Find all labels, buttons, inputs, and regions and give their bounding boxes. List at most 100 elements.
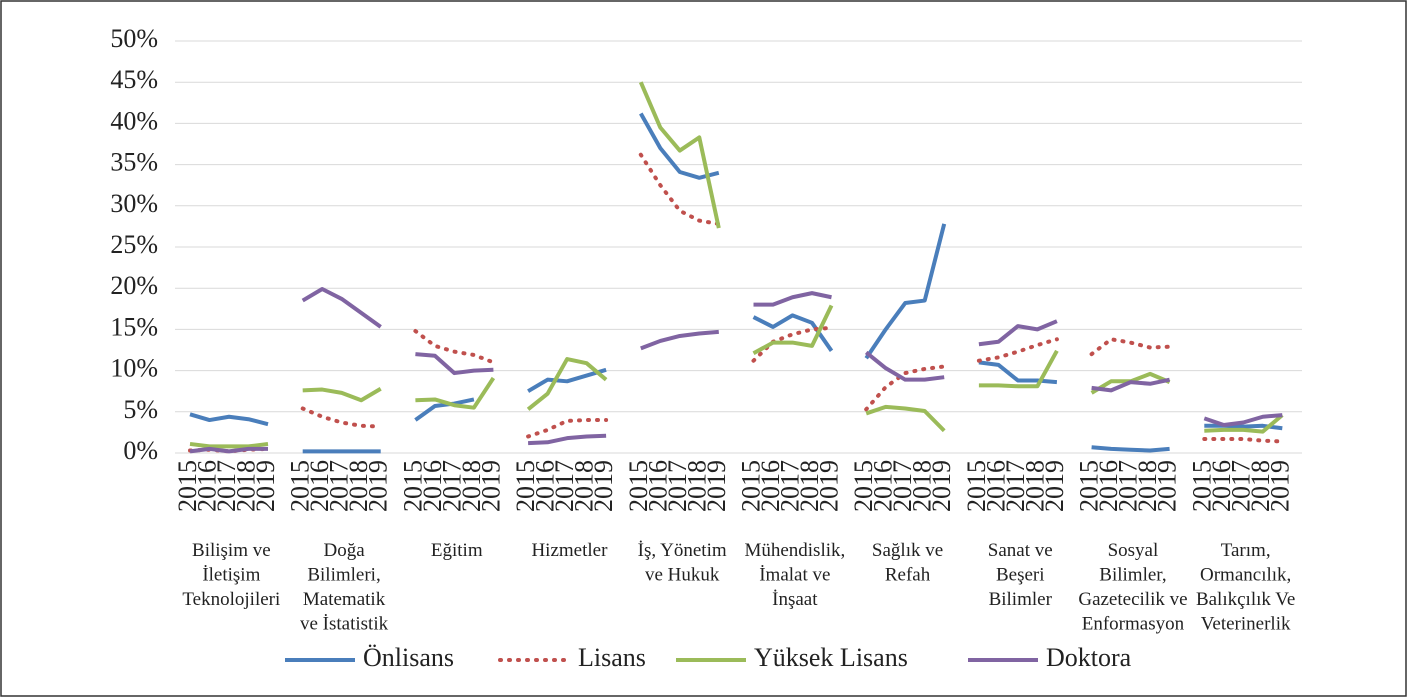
x-tick-label: 2017 [663, 460, 692, 512]
series-line [1204, 413, 1284, 434]
legend-label: Lisans [578, 643, 646, 672]
group-label: Tarım, [1221, 540, 1271, 561]
group-label: Bilişim ve [192, 540, 271, 561]
series-line [415, 352, 494, 376]
x-tick-label: 2016 [756, 460, 785, 512]
x-tick-label: 2016 [1207, 460, 1236, 512]
x-tick-label: 2017 [1114, 460, 1143, 512]
x-tick-label: 2017 [550, 460, 579, 512]
series-line [640, 329, 719, 351]
group-label: Matematik [303, 589, 386, 610]
legend-label: Doktora [1046, 643, 1132, 672]
y-tick-label: 10% [110, 354, 158, 383]
group-label: Bilimleri, [307, 565, 380, 586]
series-line [1089, 337, 1172, 357]
legend-label: Yüksek Lisans [754, 643, 908, 672]
series-line [753, 291, 832, 307]
group-label: ve İstatistik [300, 614, 389, 635]
x-tick-label: 2016 [869, 460, 898, 512]
series-line [864, 223, 947, 360]
group-label: İş, Yönetim [638, 540, 727, 561]
x-tick-label: 2018 [1133, 460, 1162, 512]
group-label: İnşaat [772, 589, 818, 610]
y-tick-label: 50% [110, 24, 158, 53]
series-line [415, 376, 496, 410]
y-tick-label: 5% [123, 395, 158, 424]
x-tick-label: 2019 [364, 460, 393, 512]
x-tick-label: 2016 [418, 460, 447, 512]
x-tick-label: 2015 [511, 460, 540, 512]
group-label: Gazetecilik ve [1078, 589, 1187, 610]
series-line [864, 350, 945, 382]
group-label: Bilimler, [1099, 565, 1166, 586]
series-line [413, 329, 496, 365]
x-tick-label: 2017 [437, 460, 466, 512]
x-tick-label: 2019 [251, 460, 280, 512]
series-line [1203, 413, 1283, 427]
y-tick-label: 20% [110, 271, 158, 300]
group-label: Teknolojileri [182, 589, 280, 610]
group-label: Ormancılık, [1200, 565, 1291, 586]
x-tick-label: 2018 [682, 460, 711, 512]
series-line [1091, 377, 1171, 393]
x-tick-label: 2016 [192, 460, 221, 512]
x-tick-label: 2015 [849, 460, 878, 512]
group-label: Hizmetler [531, 540, 608, 561]
x-tick-label: 2018 [1020, 460, 1049, 512]
x-tick-label: 2015 [286, 460, 315, 512]
y-tick-label: 25% [110, 230, 158, 259]
x-tick-label: 2017 [888, 460, 917, 512]
x-tick-label: 2017 [775, 460, 804, 512]
group-label: Mühendislik, [744, 540, 845, 561]
x-tick-label: 2019 [814, 460, 843, 512]
x-tick-label: 2015 [962, 460, 991, 512]
series-line [189, 412, 269, 427]
group-label: Refah [885, 565, 931, 586]
y-tick-label: 45% [110, 65, 158, 94]
series-line [752, 304, 834, 356]
y-tick-label: 30% [110, 189, 158, 218]
x-tick-label: 2016 [981, 460, 1010, 512]
group-label: Veterinerlik [1201, 614, 1291, 635]
group-label: Eğitim [431, 540, 483, 561]
x-tick-label: 2016 [305, 460, 334, 512]
x-tick-label: 2019 [476, 460, 505, 512]
series-line [978, 349, 1059, 389]
x-tick-label: 2018 [344, 460, 373, 512]
x-tick-label: 2017 [212, 460, 241, 512]
series-line [302, 387, 382, 403]
x-tick-label: 2017 [325, 460, 354, 512]
x-tick-label: 2018 [795, 460, 824, 512]
series-line [414, 397, 475, 422]
group-label: İmalat ve [759, 565, 830, 586]
series-line [189, 446, 268, 454]
x-tick-label: 2018 [570, 460, 599, 512]
series-line [527, 367, 607, 393]
x-tick-label: 2015 [736, 460, 765, 512]
y-tick-label: 0% [123, 436, 158, 465]
y-tick-label: 40% [110, 106, 158, 135]
series-line [301, 287, 382, 329]
x-tick-label: 2019 [927, 460, 956, 512]
series-line [864, 364, 947, 412]
group-label: ve Hukuk [645, 565, 720, 586]
x-tick-label: 2018 [231, 460, 260, 512]
x-tick-label: 2016 [531, 460, 560, 512]
x-tick-label: 2019 [1265, 460, 1294, 512]
group-label: Doğa [323, 540, 365, 561]
series-line [1091, 445, 1170, 453]
group-label: Beşeri [996, 565, 1045, 586]
series-line [638, 81, 721, 229]
x-tick-label: 2018 [908, 460, 937, 512]
series-line [189, 441, 269, 449]
group-label: Bilimler [989, 589, 1053, 610]
x-tick-label: 2015 [1075, 460, 1104, 512]
legend-label: Önlisans [363, 643, 454, 672]
x-tick-label: 2019 [1040, 460, 1069, 512]
y-tick-label: 15% [110, 312, 158, 341]
group-label: Sanat ve [988, 540, 1053, 561]
x-tick-label: 2016 [643, 460, 672, 512]
x-tick-label: 2015 [398, 460, 427, 512]
group-label: Sağlık ve [872, 540, 943, 561]
x-tick-label: 2019 [702, 460, 731, 512]
